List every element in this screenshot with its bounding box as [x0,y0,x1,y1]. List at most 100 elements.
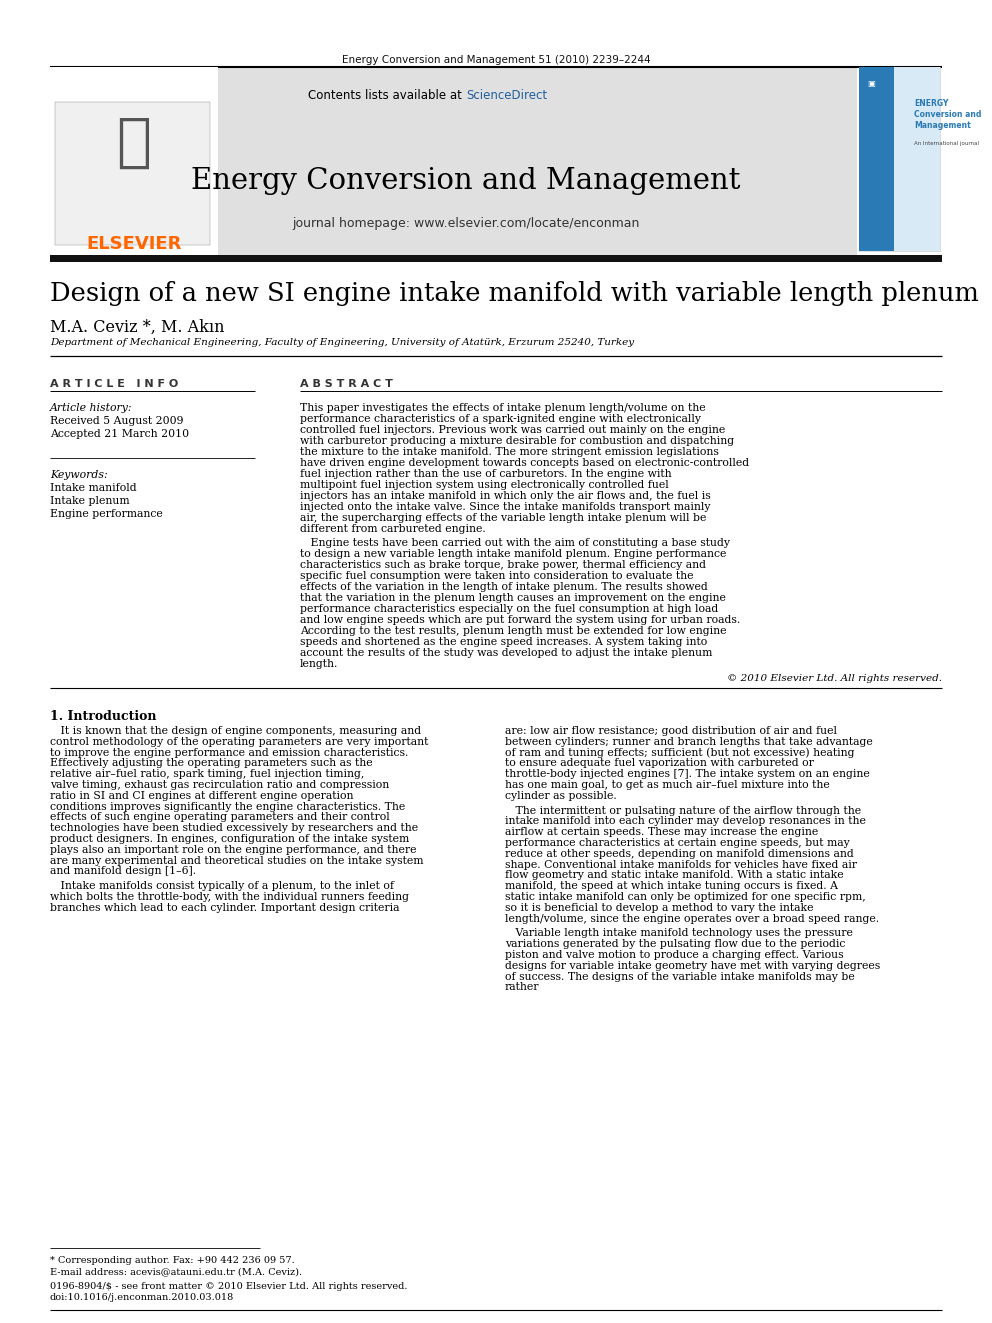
Text: static intake manifold can only be optimized for one specific rpm,: static intake manifold can only be optim… [505,892,866,902]
Text: This paper investigates the effects of intake plenum length/volume on the: This paper investigates the effects of i… [300,404,705,413]
Text: Intake manifold: Intake manifold [50,483,137,493]
Text: © 2010 Elsevier Ltd. All rights reserved.: © 2010 Elsevier Ltd. All rights reserved… [727,673,942,683]
Text: are: low air flow resistance; good distribution of air and fuel: are: low air flow resistance; good distr… [505,726,837,736]
Text: multipoint fuel injection system using electronically controlled fuel: multipoint fuel injection system using e… [300,480,669,490]
Text: cylinder as possible.: cylinder as possible. [505,791,617,800]
Text: effects of the variation in the length of intake plenum. The results showed: effects of the variation in the length o… [300,582,707,591]
Bar [859,67,894,251]
Text: has one main goal, to get as much air–fuel mixture into the: has one main goal, to get as much air–fu… [505,781,829,790]
Text: speeds and shortened as the engine speed increases. A system taking into: speeds and shortened as the engine speed… [300,636,707,647]
Text: performance characteristics especially on the fuel consumption at high load: performance characteristics especially o… [300,605,718,614]
Text: that the variation in the plenum length causes an improvement on the engine: that the variation in the plenum length … [300,593,726,603]
Text: intake manifold into each cylinder may develop resonances in the: intake manifold into each cylinder may d… [505,816,866,827]
Text: piston and valve motion to produce a charging effect. Various: piston and valve motion to produce a cha… [505,950,843,960]
Bar [894,67,940,251]
Text: controlled fuel injectors. Previous work was carried out mainly on the engine: controlled fuel injectors. Previous work… [300,425,725,435]
Text: doi:10.1016/j.enconman.2010.03.018: doi:10.1016/j.enconman.2010.03.018 [50,1293,234,1302]
Text: Effectively adjusting the operating parameters such as the: Effectively adjusting the operating para… [50,758,373,769]
Text: manifold, the speed at which intake tuning occurs is fixed. A: manifold, the speed at which intake tuni… [505,881,838,892]
Text: have driven engine development towards concepts based on electronic-controlled: have driven engine development towards c… [300,458,749,468]
Bar [50,255,942,262]
Text: branches which lead to each cylinder. Important design criteria: branches which lead to each cylinder. Im… [50,902,400,913]
Text: Engine tests have been carried out with the aim of constituting a base study: Engine tests have been carried out with … [300,538,730,548]
Text: journal homepage: www.elsevier.com/locate/enconman: journal homepage: www.elsevier.com/locat… [293,217,640,230]
Text: Intake plenum: Intake plenum [50,496,130,505]
Text: An International journal: An International journal [914,142,979,146]
Text: According to the test results, plenum length must be extended for low engine: According to the test results, plenum le… [300,626,726,636]
Text: of ram and tuning effects; sufficient (but not excessive) heating: of ram and tuning effects; sufficient (b… [505,747,854,758]
Text: product designers. In engines, configuration of the intake system: product designers. In engines, configura… [50,833,410,844]
Text: different from carbureted engine.: different from carbureted engine. [300,524,486,534]
Text: account the results of the study was developed to adjust the intake plenum: account the results of the study was dev… [300,648,712,658]
Text: relative air–fuel ratio, spark timing, fuel injection timing,: relative air–fuel ratio, spark timing, f… [50,769,364,779]
Bar [218,67,857,255]
Text: Design of a new SI engine intake manifold with variable length plenum: Design of a new SI engine intake manifol… [50,280,979,306]
Text: Energy Conversion and Management 51 (2010) 2239–2244: Energy Conversion and Management 51 (201… [341,56,651,65]
Text: A R T I C L E   I N F O: A R T I C L E I N F O [50,378,179,389]
Text: air, the supercharging effects of the variable length intake plenum will be: air, the supercharging effects of the va… [300,513,706,523]
Text: E-mail address: acevis@atauni.edu.tr (M.A. Ceviz).: E-mail address: acevis@atauni.edu.tr (M.… [50,1267,303,1275]
Text: rather: rather [505,983,540,992]
Text: characteristics such as brake torque, brake power, thermal efficiency and: characteristics such as brake torque, br… [300,560,706,570]
Text: variations generated by the pulsating flow due to the periodic: variations generated by the pulsating fl… [505,939,845,949]
Text: A B S T R A C T: A B S T R A C T [300,378,393,389]
Text: to improve the engine performance and emission characteristics.: to improve the engine performance and em… [50,747,409,758]
Text: between cylinders; runner and branch lengths that take advantage: between cylinders; runner and branch len… [505,737,873,746]
Text: ScienceDirect: ScienceDirect [466,89,548,102]
Text: shape. Conventional intake manifolds for vehicles have fixed air: shape. Conventional intake manifolds for… [505,860,857,869]
Text: plays also an important role on the engine performance, and there: plays also an important role on the engi… [50,845,417,855]
Text: performance characteristics at certain engine speeds, but may: performance characteristics at certain e… [505,837,850,848]
Text: Received 5 August 2009: Received 5 August 2009 [50,415,184,426]
Text: the mixture to the intake manifold. The more stringent emission legislations: the mixture to the intake manifold. The … [300,447,719,456]
Text: Energy Conversion and Management: Energy Conversion and Management [191,167,741,194]
Text: ratio in SI and CI engines at different engine operation: ratio in SI and CI engines at different … [50,791,353,800]
Text: airflow at certain speeds. These may increase the engine: airflow at certain speeds. These may inc… [505,827,818,837]
Text: and manifold design [1–6].: and manifold design [1–6]. [50,867,196,876]
Text: Keywords:: Keywords: [50,470,107,480]
Text: length/volume, since the engine operates over a broad speed range.: length/volume, since the engine operates… [505,914,879,923]
Text: and low engine speeds which are put forward the system using for urban roads.: and low engine speeds which are put forw… [300,615,740,624]
Text: to design a new variable length intake manifold plenum. Engine performance: to design a new variable length intake m… [300,549,726,560]
Text: flow geometry and static intake manifold. With a static intake: flow geometry and static intake manifold… [505,871,843,880]
Text: specific fuel consumption were taken into consideration to evaluate the: specific fuel consumption were taken int… [300,572,693,581]
Text: length.: length. [300,659,338,669]
Text: conditions improves significantly the engine characteristics. The: conditions improves significantly the en… [50,802,406,811]
Text: The intermittent or pulsating nature of the airflow through the: The intermittent or pulsating nature of … [505,806,861,815]
Bar [859,67,940,251]
Text: Contents lists available at: Contents lists available at [309,89,466,102]
Text: throttle-body injected engines [7]. The intake system on an engine: throttle-body injected engines [7]. The … [505,769,870,779]
Text: 🌲: 🌲 [116,114,152,171]
Text: * Corresponding author. Fax: +90 442 236 09 57.: * Corresponding author. Fax: +90 442 236… [50,1256,295,1265]
Text: 0196-8904/$ - see front matter © 2010 Elsevier Ltd. All rights reserved.: 0196-8904/$ - see front matter © 2010 El… [50,1282,408,1291]
Text: Engine performance: Engine performance [50,509,163,519]
Text: technologies have been studied excessively by researchers and the: technologies have been studied excessive… [50,823,418,833]
Text: control methodology of the operating parameters are very important: control methodology of the operating par… [50,737,429,746]
Text: to ensure adequate fuel vaporization with carbureted or: to ensure adequate fuel vaporization wit… [505,758,813,769]
Text: ▣: ▣ [867,79,875,89]
Text: ENERGY
Conversion and
Management: ENERGY Conversion and Management [914,99,981,130]
Bar [50,67,218,255]
Text: performance characteristics of a spark-ignited engine with electronically: performance characteristics of a spark-i… [300,414,701,423]
Text: which bolts the throttle-body, with the individual runners feeding: which bolts the throttle-body, with the … [50,892,409,902]
Bar [55,102,210,245]
Text: Department of Mechanical Engineering, Faculty of Engineering, University of Atat: Department of Mechanical Engineering, Fa… [50,337,634,347]
Text: valve timing, exhaust gas recirculation ratio and compression: valve timing, exhaust gas recirculation … [50,781,389,790]
Text: designs for variable intake geometry have met with varying degrees: designs for variable intake geometry hav… [505,960,880,971]
Text: 1. Introduction: 1. Introduction [50,710,157,722]
Text: of success. The designs of the variable intake manifolds may be: of success. The designs of the variable … [505,971,855,982]
Text: injected onto the intake valve. Since the intake manifolds transport mainly: injected onto the intake valve. Since th… [300,501,710,512]
Text: fuel injection rather than the use of carburetors. In the engine with: fuel injection rather than the use of ca… [300,468,672,479]
Text: Article history:: Article history: [50,404,133,413]
Text: Variable length intake manifold technology uses the pressure: Variable length intake manifold technolo… [505,929,853,938]
Text: with carburetor producing a mixture desirable for combustion and dispatching: with carburetor producing a mixture desi… [300,437,734,446]
Text: Accepted 21 March 2010: Accepted 21 March 2010 [50,429,189,439]
Text: M.A. Ceviz *, M. Akın: M.A. Ceviz *, M. Akın [50,319,224,336]
Text: are many experimental and theoretical studies on the intake system: are many experimental and theoretical st… [50,856,424,865]
Text: so it is beneficial to develop a method to vary the intake: so it is beneficial to develop a method … [505,902,813,913]
Text: ELSEVIER: ELSEVIER [86,235,182,253]
Text: reduce at other speeds, depending on manifold dimensions and: reduce at other speeds, depending on man… [505,849,854,859]
Text: It is known that the design of engine components, measuring and: It is known that the design of engine co… [50,726,422,736]
Text: Intake manifolds consist typically of a plenum, to the inlet of: Intake manifolds consist typically of a … [50,881,394,892]
Text: injectors has an intake manifold in which only the air flows and, the fuel is: injectors has an intake manifold in whic… [300,491,710,501]
Text: effects of such engine operating parameters and their control: effects of such engine operating paramet… [50,812,390,823]
